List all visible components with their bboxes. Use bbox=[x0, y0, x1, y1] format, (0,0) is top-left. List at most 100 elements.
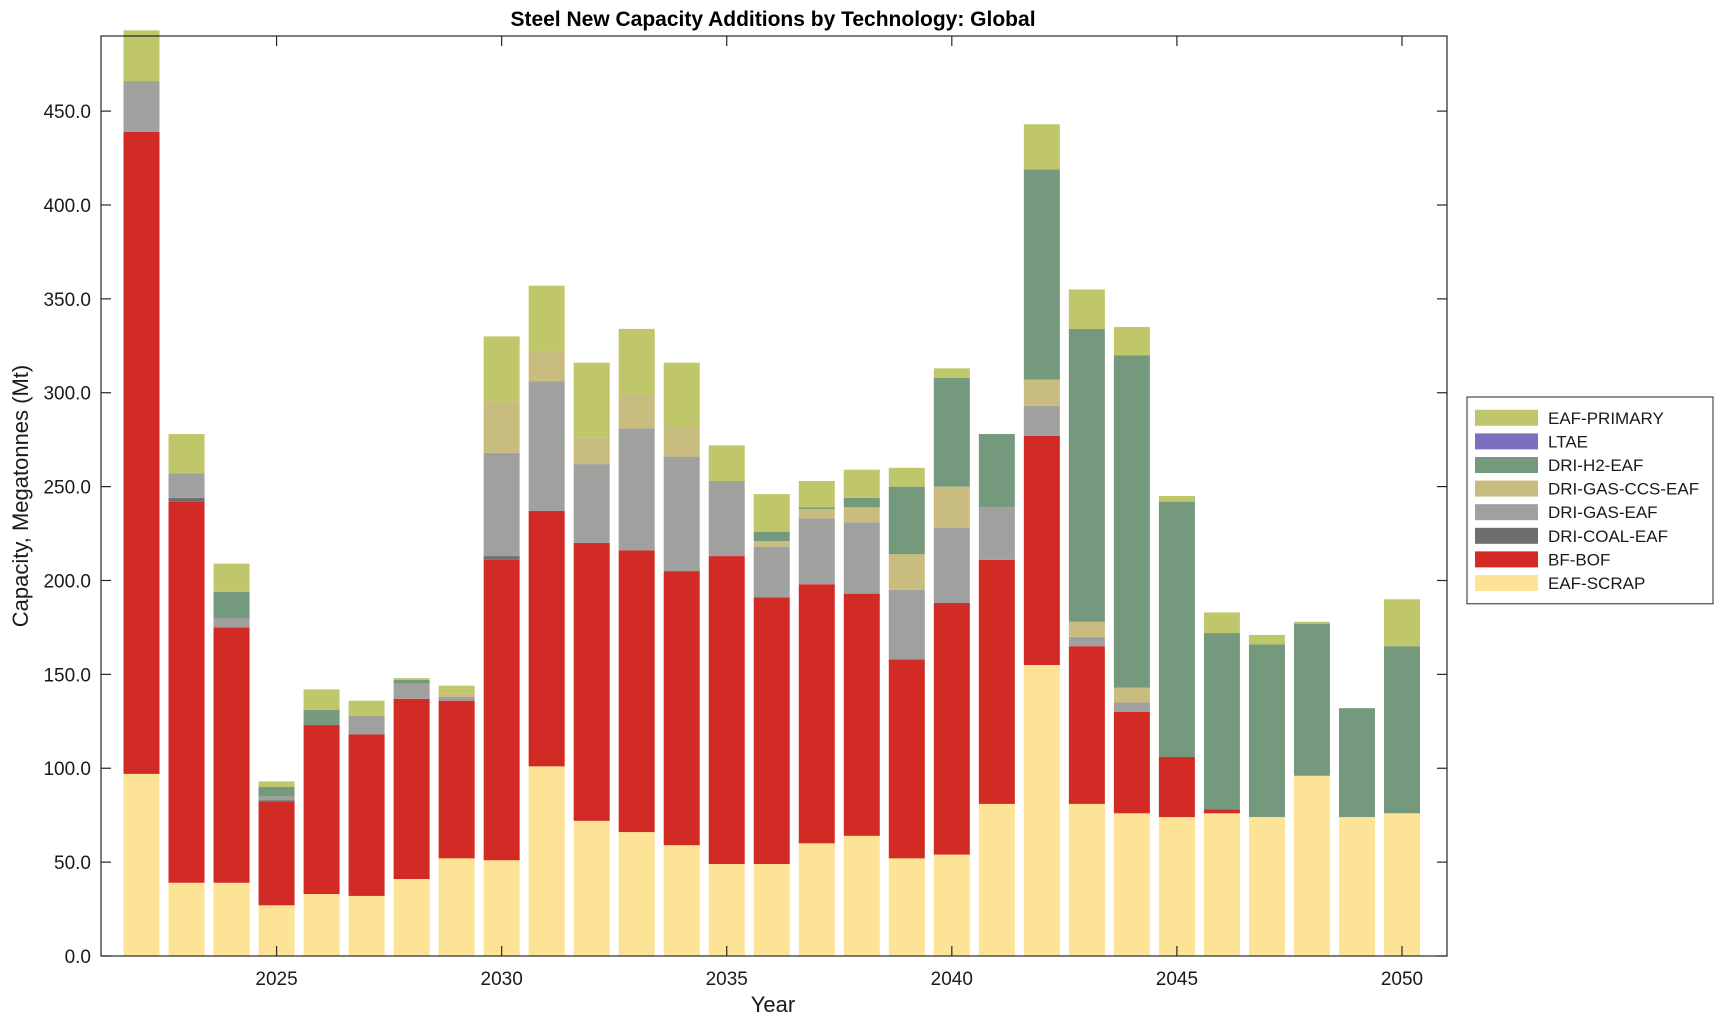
bar-segment-bf-bof-2028 bbox=[393, 698, 430, 880]
x-axis: 2025 2030 2035 2040 2045 2050 bbox=[255, 36, 1423, 990]
y-tick-label: 350.0 bbox=[43, 290, 91, 311]
bar-segment-dri-gas-ccs-eaf-2031 bbox=[528, 351, 565, 382]
bar-segment-eaf-primary-2047 bbox=[1248, 634, 1285, 645]
bar-segment-eaf-primary-2050 bbox=[1383, 599, 1420, 647]
bar-segment-dri-gas-ccs-eaf-2029 bbox=[438, 693, 475, 697]
legend-swatch-eaf-scrap bbox=[1475, 575, 1538, 591]
legend-swatch-dri-h2-eaf bbox=[1475, 457, 1538, 473]
bar-segment-eaf-scrap-2033 bbox=[618, 832, 655, 956]
bar-segment-bf-bof-2022 bbox=[123, 131, 160, 774]
bar-segment-dri-gas-ccs-eaf-2037 bbox=[798, 509, 835, 519]
bar-segment-eaf-scrap-2027 bbox=[348, 895, 385, 956]
legend-swatch-dri-gas-ccs-eaf bbox=[1475, 480, 1538, 497]
bar-segment-dri-h2-eaf-2041 bbox=[978, 434, 1015, 508]
legend-box bbox=[1466, 396, 1714, 605]
plot-frame bbox=[100, 35, 1448, 957]
x-tick-label: 2040 bbox=[931, 969, 973, 990]
bar-segment-eaf-scrap-2035 bbox=[708, 864, 745, 956]
bar-segment-dri-gas-eaf-2027 bbox=[348, 715, 385, 735]
bar-segment-eaf-primary-2022 bbox=[123, 30, 160, 82]
bar-segment-dri-gas-ccs-eaf-2036 bbox=[753, 541, 790, 547]
bar-segment-eaf-scrap-2043 bbox=[1068, 803, 1105, 956]
bar-segment-dri-coal-eaf-2023 bbox=[168, 497, 205, 502]
chart-title: Steel New Capacity Additions by Technolo… bbox=[510, 8, 1035, 31]
bar-segment-eaf-scrap-2047 bbox=[1248, 817, 1285, 956]
bar-segment-dri-gas-eaf-2040 bbox=[933, 527, 970, 604]
bar-segment-dri-gas-eaf-2034 bbox=[663, 456, 700, 572]
bar-segment-dri-gas-ccs-eaf-2039 bbox=[888, 554, 925, 590]
bar-segment-dri-h2-eaf-2043 bbox=[1068, 328, 1105, 622]
bar-segment-bf-bof-2036 bbox=[753, 597, 790, 864]
bar-segment-eaf-primary-2046 bbox=[1203, 612, 1240, 634]
y-tick-label: 100.0 bbox=[43, 759, 91, 780]
legend-label-ltae: LTAE bbox=[1548, 432, 1588, 451]
legend: EAF-PRIMARY LTAE DRI-H2-EAF DRI-GAS-CCS-EAF… bbox=[1466, 396, 1714, 605]
bar-segment-eaf-scrap-2026 bbox=[303, 894, 340, 956]
bar-segment-eaf-primary-2033 bbox=[618, 328, 655, 395]
bar-segment-dri-gas-eaf-2042 bbox=[1023, 405, 1060, 436]
bar-segment-eaf-primary-2026 bbox=[303, 689, 340, 711]
bar-segment-dri-h2-eaf-2049 bbox=[1338, 708, 1375, 818]
bar-segment-eaf-scrap-2041 bbox=[978, 803, 1015, 956]
bar-segment-eaf-scrap-2024 bbox=[213, 882, 250, 956]
bar-segment-eaf-primary-2045 bbox=[1158, 496, 1195, 502]
bar-segment-eaf-primary-2042 bbox=[1023, 124, 1060, 170]
bar-segment-eaf-scrap-2022 bbox=[123, 773, 160, 956]
bar-segment-eaf-primary-2037 bbox=[798, 480, 835, 508]
y-tick-label: 250.0 bbox=[43, 478, 91, 499]
bar-segment-dri-gas-ccs-eaf-2030 bbox=[483, 402, 520, 453]
bar-segment-eaf-primary-2032 bbox=[573, 362, 610, 438]
bar-segment-eaf-primary-2023 bbox=[168, 434, 205, 474]
bar-segment-dri-gas-ccs-eaf-2044 bbox=[1113, 687, 1150, 703]
bar-segment-bf-bof-2042 bbox=[1023, 435, 1060, 665]
bar-segment-dri-gas-eaf-2041 bbox=[978, 507, 1015, 560]
bar-segment-eaf-scrap-2034 bbox=[663, 845, 700, 956]
bar-segment-dri-gas-ccs-eaf-2033 bbox=[618, 394, 655, 429]
legend-label-dri-coal-eaf: DRI-COAL-EAF bbox=[1548, 527, 1668, 546]
bar-segment-eaf-scrap-2040 bbox=[933, 854, 970, 956]
bar-segment-bf-bof-2030 bbox=[483, 559, 520, 861]
bar-segment-eaf-primary-2031 bbox=[528, 285, 565, 352]
bar-segment-dri-gas-eaf-2022 bbox=[123, 81, 160, 132]
x-tick-label: 2030 bbox=[481, 969, 523, 990]
bar-segment-eaf-scrap-2046 bbox=[1203, 813, 1240, 956]
bar-segment-eaf-scrap-2030 bbox=[483, 860, 520, 956]
bar-segment-eaf-primary-2040 bbox=[933, 368, 970, 378]
bar-segment-dri-h2-eaf-2047 bbox=[1248, 644, 1285, 818]
bar-segment-eaf-scrap-2049 bbox=[1338, 817, 1375, 956]
x-axis-title: Year bbox=[751, 992, 795, 1017]
bar-segment-eaf-primary-2025 bbox=[258, 781, 295, 788]
y-axis: 0.0 50.0 100.0 150.0 200.0 250.0 300.0 350.0 400… bbox=[43, 102, 1447, 968]
bar-segment-dri-h2-eaf-2038 bbox=[843, 497, 880, 508]
bar-segment-eaf-scrap-2038 bbox=[843, 835, 880, 956]
bar-segment-dri-gas-eaf-2039 bbox=[888, 589, 925, 660]
legend-swatch-dri-gas-eaf bbox=[1475, 504, 1538, 521]
bar-segment-dri-gas-ccs-eaf-2032 bbox=[573, 437, 610, 465]
bar-segment-bf-bof-2023 bbox=[168, 501, 205, 883]
bar-segment-dri-gas-ccs-eaf-2034 bbox=[663, 426, 700, 457]
bar-segment-dri-h2-eaf-2050 bbox=[1383, 646, 1420, 814]
bar-segment-dri-gas-eaf-2043 bbox=[1068, 636, 1105, 647]
legend-label-bf-bof: BF-BOF bbox=[1548, 550, 1610, 569]
legend-label-dri-gas-eaf: DRI-GAS-EAF bbox=[1548, 503, 1658, 522]
bar-segment-dri-gas-eaf-2036 bbox=[753, 546, 790, 598]
y-axis-title: Capacity, Megatonnes (Mt) bbox=[8, 365, 33, 627]
bar-segment-eaf-scrap-2028 bbox=[393, 879, 430, 956]
bar-segment-dri-gas-eaf-2024 bbox=[213, 618, 250, 628]
bar-segment-dri-coal-eaf-2025 bbox=[258, 800, 295, 803]
bar-segment-dri-gas-eaf-2035 bbox=[708, 480, 745, 557]
bar-segment-dri-h2-eaf-2044 bbox=[1113, 355, 1150, 688]
bar-segment-bf-bof-2041 bbox=[978, 559, 1015, 804]
bar-segment-dri-gas-eaf-2033 bbox=[618, 428, 655, 551]
bar-segment-dri-h2-eaf-2046 bbox=[1203, 633, 1240, 810]
bar-segment-eaf-primary-2044 bbox=[1113, 327, 1150, 356]
bar-segment-dri-gas-eaf-2029 bbox=[438, 696, 475, 701]
bar-segment-eaf-primary-2043 bbox=[1068, 289, 1105, 329]
bar-segment-dri-gas-eaf-2038 bbox=[843, 522, 880, 594]
legend-swatch-bf-bof bbox=[1475, 551, 1538, 568]
x-tick-label: 2025 bbox=[255, 969, 297, 990]
bar-segment-bf-bof-2029 bbox=[438, 700, 475, 859]
bar-segment-bf-bof-2025 bbox=[258, 802, 295, 906]
y-tick-label: 50.0 bbox=[54, 853, 91, 874]
bar-segment-dri-gas-eaf-2032 bbox=[573, 464, 610, 543]
